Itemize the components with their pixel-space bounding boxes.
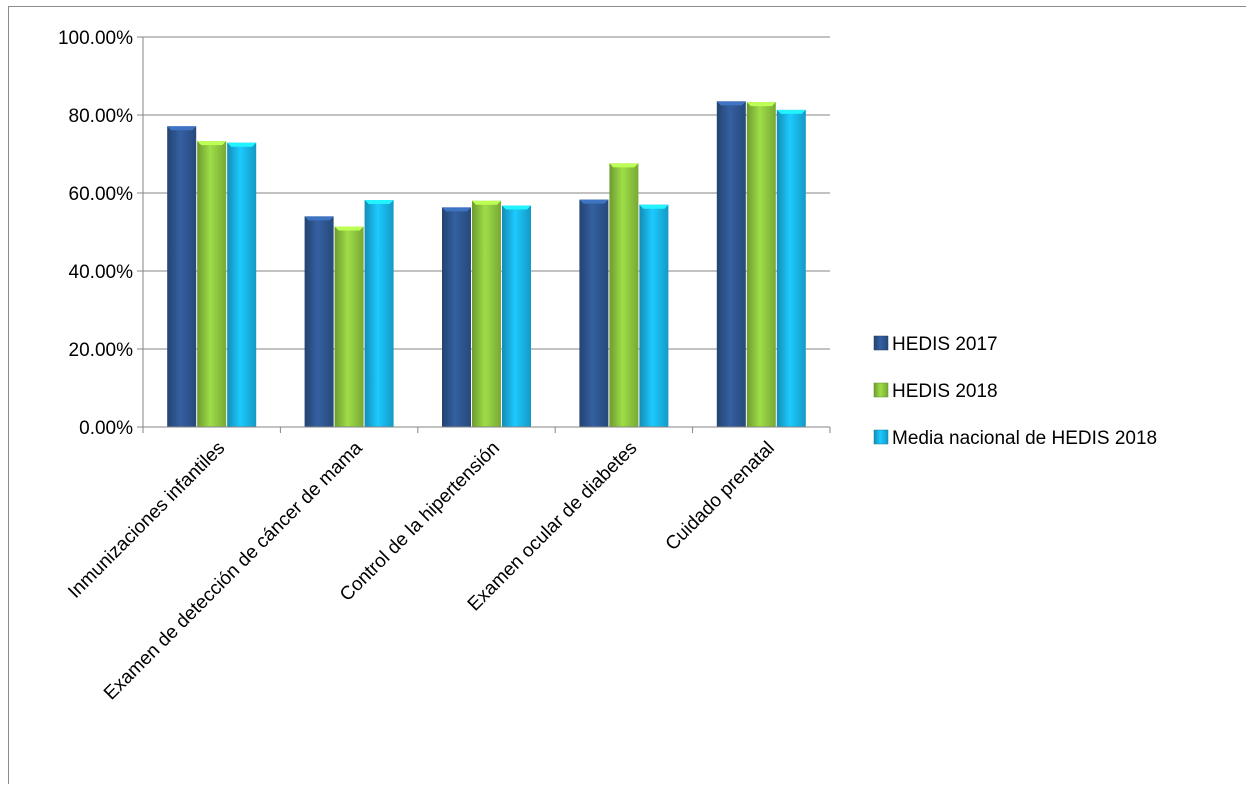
- bar: [197, 141, 227, 427]
- x-category-label: Inmunizaciones infantiles: [64, 438, 229, 603]
- bar-bevel: [364, 200, 394, 205]
- y-axis: 0.00% 20.00% 40.00% 60.00% 80.00% 100.00%: [58, 28, 144, 439]
- bar-bevel: [304, 216, 334, 221]
- bar-bevel: [639, 204, 669, 209]
- bar: [609, 163, 639, 428]
- legend-label: HEDIS 2017: [892, 334, 998, 355]
- legend-label: Media nacional de HEDIS 2018: [892, 428, 1157, 449]
- x-category-label: Cuidado prenatal: [662, 438, 779, 555]
- bar: [442, 207, 471, 427]
- legend-swatch: [873, 335, 889, 351]
- y-tick-label: 60.00%: [69, 184, 134, 205]
- bar: [472, 200, 501, 427]
- bar-bevel: [334, 226, 364, 231]
- bar: [776, 109, 806, 428]
- bar: [502, 205, 531, 427]
- y-tick-label: 0.00%: [79, 418, 133, 439]
- bar: [364, 200, 394, 427]
- bars: [167, 101, 806, 428]
- y-tick-label: 80.00%: [69, 106, 134, 127]
- legend-label: HEDIS 2018: [892, 381, 998, 402]
- bar-bevel: [472, 200, 501, 205]
- bar-bevel: [167, 126, 197, 131]
- bar: [746, 102, 776, 427]
- bar: [227, 142, 257, 427]
- y-tick-label: 40.00%: [69, 262, 134, 283]
- bar-bevel: [227, 142, 257, 147]
- bar-bevel: [197, 141, 227, 146]
- y-tick-label: 100.00%: [58, 28, 133, 49]
- legend: HEDIS 2017 HEDIS 2018 Media nacional de HE…: [873, 334, 1157, 449]
- legend-swatch: [873, 429, 889, 445]
- bar-bevel: [716, 101, 746, 106]
- bar-bevel: [579, 199, 609, 204]
- y-tick-label: 20.00%: [69, 340, 134, 361]
- bar-bevel: [776, 109, 806, 114]
- bar: [579, 199, 609, 427]
- bar: [304, 216, 334, 427]
- bar: [167, 126, 197, 427]
- bar-bevel: [609, 163, 639, 168]
- bar-bevel: [746, 102, 776, 107]
- x-category-label: Examen de detección de cáncer de mama: [100, 437, 367, 704]
- bar-bevel: [442, 207, 471, 212]
- bar: [639, 204, 669, 427]
- bar: [334, 226, 364, 427]
- chart-frame: [8, 6, 1246, 784]
- bar-bevel: [502, 205, 531, 210]
- legend-swatch: [873, 382, 889, 398]
- bar: [716, 101, 746, 427]
- x-category-label: Control de la hipertensión: [336, 438, 504, 606]
